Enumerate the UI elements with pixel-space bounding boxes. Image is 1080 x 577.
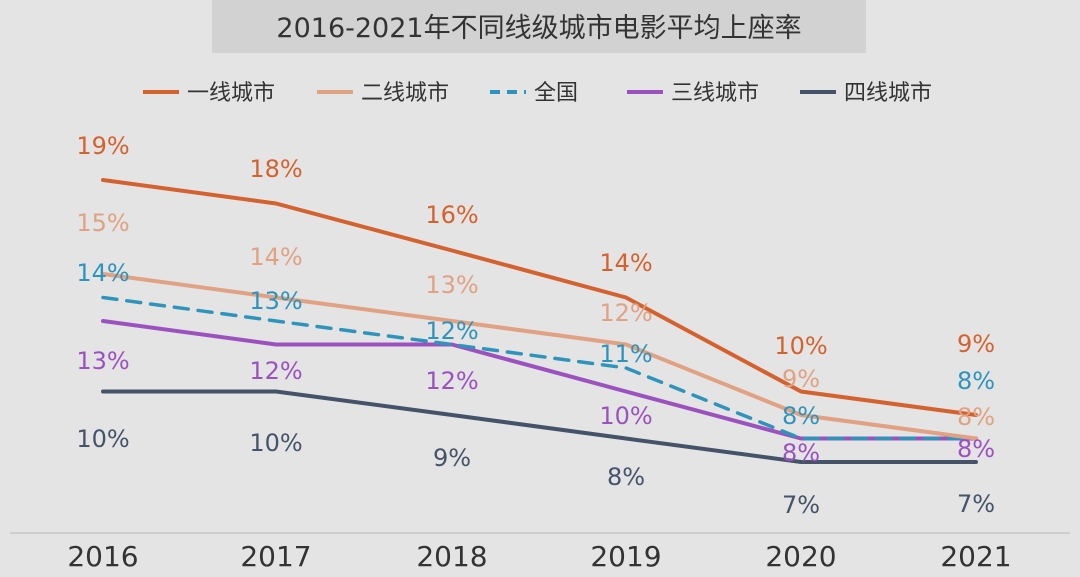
data-label: 10% — [249, 429, 302, 457]
legend-label: 四线城市 — [844, 81, 932, 106]
data-label: 9% — [433, 444, 471, 472]
x-tick-label: 2020 — [765, 540, 836, 573]
data-labels: 19% 18% 16% 14% 10% 9% 15% 14% 13% 12% 9% 8% 14% 13% 1… — [76, 132, 995, 519]
data-label: 18% — [249, 155, 302, 183]
data-label: 9% — [957, 330, 995, 358]
data-label: 16% — [425, 201, 478, 229]
x-tick-label: 2021 — [940, 540, 1011, 573]
legend: 一线城市 二线城市 全国 三线城市 四线城市 — [143, 81, 932, 106]
data-label: 13% — [249, 287, 302, 315]
legend-label: 二线城市 — [361, 81, 449, 106]
legend-label: 三线城市 — [671, 81, 759, 106]
data-label: 12% — [425, 367, 478, 395]
data-label: 8% — [782, 439, 820, 467]
data-label: 13% — [425, 271, 478, 299]
data-label: 8% — [957, 403, 995, 431]
data-label: 8% — [957, 367, 995, 395]
series-line — [101, 272, 978, 441]
chart-title: 2016-2021年不同线级城市电影平均上座率 — [276, 13, 801, 44]
title-background — [212, 0, 866, 53]
data-label: 12% — [249, 357, 302, 385]
data-label: 10% — [774, 332, 827, 360]
data-label: 19% — [76, 132, 129, 160]
legend-label: 全国 — [534, 81, 578, 106]
series-lines — [101, 178, 978, 464]
series-line — [101, 389, 978, 464]
x-tick-label: 2019 — [590, 540, 661, 573]
data-label: 11% — [599, 340, 652, 368]
data-label: 14% — [76, 259, 129, 287]
data-label: 14% — [599, 249, 652, 277]
data-label: 14% — [249, 243, 302, 271]
data-label: 12% — [425, 317, 478, 345]
series-line — [101, 178, 978, 417]
data-label: 8% — [607, 463, 645, 491]
x-tick-label: 2017 — [240, 540, 311, 573]
series-line — [101, 295, 978, 441]
data-label: 13% — [76, 347, 129, 375]
data-label: 7% — [782, 491, 820, 519]
x-axis-ticks: 2016 2017 2018 2019 2020 2021 — [67, 540, 1011, 573]
legend-label: 一线城市 — [187, 81, 275, 106]
data-label: 12% — [599, 299, 652, 327]
data-label: 10% — [76, 425, 129, 453]
x-tick-label: 2016 — [67, 540, 138, 573]
data-label: 7% — [957, 490, 995, 518]
data-label: 15% — [76, 209, 129, 237]
data-label: 10% — [599, 402, 652, 430]
x-tick-label: 2018 — [416, 540, 487, 573]
data-label: 8% — [782, 402, 820, 430]
data-label: 8% — [957, 435, 995, 463]
data-label: 9% — [782, 365, 820, 393]
